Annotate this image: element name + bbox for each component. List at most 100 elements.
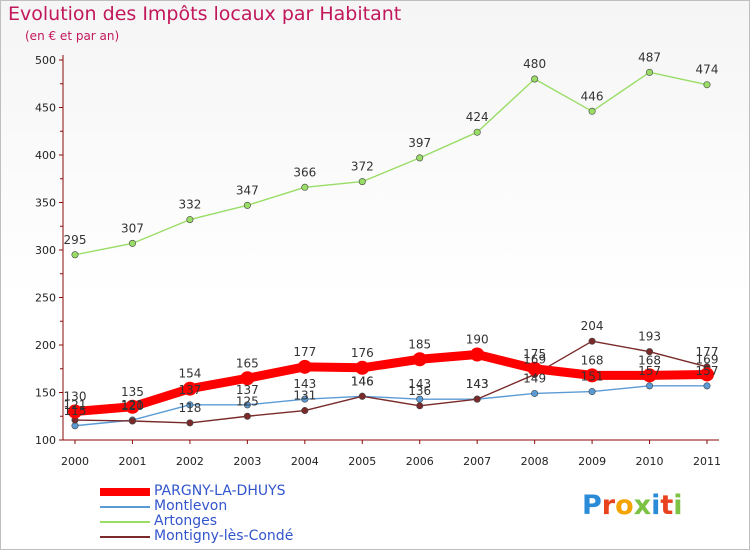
series-point-2 <box>646 68 654 76</box>
series-point-1 <box>301 395 309 403</box>
series-point-2 <box>358 178 366 186</box>
x-tick-label: 2010 <box>636 455 664 468</box>
y-tick-label: 450 <box>35 102 56 115</box>
x-tick-label: 2002 <box>176 455 204 468</box>
data-label-1: 149 <box>523 371 546 385</box>
series-line-1 <box>74 385 708 427</box>
series-line-3 <box>74 340 708 424</box>
chart-subtitle: (en € et par an) <box>25 29 120 43</box>
series-point-1 <box>588 388 596 396</box>
data-label-2: 474 <box>696 63 719 77</box>
series-point-3 <box>128 417 136 425</box>
legend-item: Montlevon <box>100 498 400 515</box>
x-tick-label: 2005 <box>348 455 376 468</box>
series-point-0 <box>700 367 714 382</box>
data-label-2: 480 <box>523 57 546 71</box>
chart-title: Evolution des Impôts locaux par Habitant <box>8 3 402 25</box>
data-label-0: 185 <box>408 337 431 351</box>
data-label-2: 307 <box>121 221 144 235</box>
series-point-1 <box>703 382 711 390</box>
series-point-2 <box>588 107 596 115</box>
series-point-0 <box>470 347 485 362</box>
series-point-0 <box>527 361 542 376</box>
proxiti-logo: Proxiti <box>582 490 683 521</box>
data-label-0: 130 <box>64 390 87 404</box>
legend: PARGNY-LA-DHUYS Montlevon Artonges Montigny… <box>100 483 400 545</box>
data-label-1: 146 <box>351 374 374 388</box>
data-label-1: 137 <box>178 383 201 397</box>
series-point-1 <box>186 401 194 409</box>
data-label-3: 121 <box>64 398 87 412</box>
data-label-2: 347 <box>236 183 259 197</box>
legend-label: PARGNY-LA-DHUYS <box>154 483 286 499</box>
data-label-0: 175 <box>523 347 546 361</box>
legend-item: Artonges <box>100 513 400 530</box>
series-point-1 <box>531 389 539 397</box>
data-label-1: 137 <box>236 383 259 397</box>
series-point-0 <box>182 381 197 396</box>
series-point-3 <box>416 402 424 410</box>
series-point-0 <box>297 359 312 374</box>
series-point-1 <box>646 382 654 390</box>
series-point-0 <box>240 371 255 386</box>
legend-swatch <box>100 536 150 538</box>
x-tick-label: 2004 <box>291 455 319 468</box>
data-label-3: 131 <box>293 389 316 403</box>
data-label-0: 154 <box>178 367 201 381</box>
data-label-0: 165 <box>236 356 259 370</box>
data-label-0: 168 <box>638 353 661 367</box>
series-line-2 <box>74 71 708 256</box>
series-point-0 <box>125 399 140 414</box>
series-point-2 <box>71 251 79 259</box>
data-label-3: 143 <box>466 377 489 391</box>
data-label-3: 193 <box>638 330 661 344</box>
y-tick-label: 200 <box>35 339 56 352</box>
series-point-2 <box>128 239 136 247</box>
series-point-0 <box>355 360 370 375</box>
series-point-2 <box>473 128 481 136</box>
data-label-3: 204 <box>581 319 604 333</box>
y-tick-label: 100 <box>35 434 56 447</box>
data-label-1: 115 <box>64 404 87 418</box>
data-label-1: 143 <box>408 377 431 391</box>
series-point-3 <box>588 337 596 345</box>
x-tick-label: 2009 <box>578 455 606 468</box>
data-label-2: 372 <box>351 160 374 174</box>
series-point-2 <box>186 216 194 224</box>
data-label-0: 190 <box>466 333 489 347</box>
legend-item: PARGNY-LA-DHUYS <box>100 483 400 500</box>
data-label-2: 332 <box>178 198 201 212</box>
legend-swatch <box>100 521 150 523</box>
y-tick-label: 350 <box>35 197 56 210</box>
data-label-2: 424 <box>466 110 489 124</box>
data-label-1: 157 <box>696 364 719 378</box>
y-tick-label: 500 <box>35 54 56 67</box>
data-label-3: 169 <box>523 352 546 366</box>
series-point-3 <box>358 392 366 400</box>
data-label-0: 135 <box>121 385 144 399</box>
data-label-3: 120 <box>121 399 144 413</box>
data-label-0: 176 <box>351 346 374 360</box>
series-point-1 <box>243 401 251 409</box>
series-point-3 <box>646 348 654 356</box>
data-label-1: 143 <box>466 377 489 391</box>
series-point-2 <box>301 183 309 191</box>
y-tick-label: 400 <box>35 149 56 162</box>
data-label-0: 177 <box>293 345 316 359</box>
x-tick-label: 2007 <box>463 455 491 468</box>
data-label-3: 125 <box>236 394 259 408</box>
series-point-2 <box>243 201 251 209</box>
x-tick-label: 2000 <box>61 455 89 468</box>
y-tick-label: 150 <box>35 387 56 400</box>
series-point-3 <box>473 395 481 403</box>
legend-swatch <box>100 506 150 508</box>
data-label-2: 366 <box>293 165 316 179</box>
series-point-3 <box>186 419 194 427</box>
data-label-0: 168 <box>581 353 604 367</box>
series-line-0 <box>70 350 712 416</box>
series-point-0 <box>412 352 427 367</box>
legend-swatch <box>100 488 150 496</box>
legend-label: Montlevon <box>154 498 228 514</box>
